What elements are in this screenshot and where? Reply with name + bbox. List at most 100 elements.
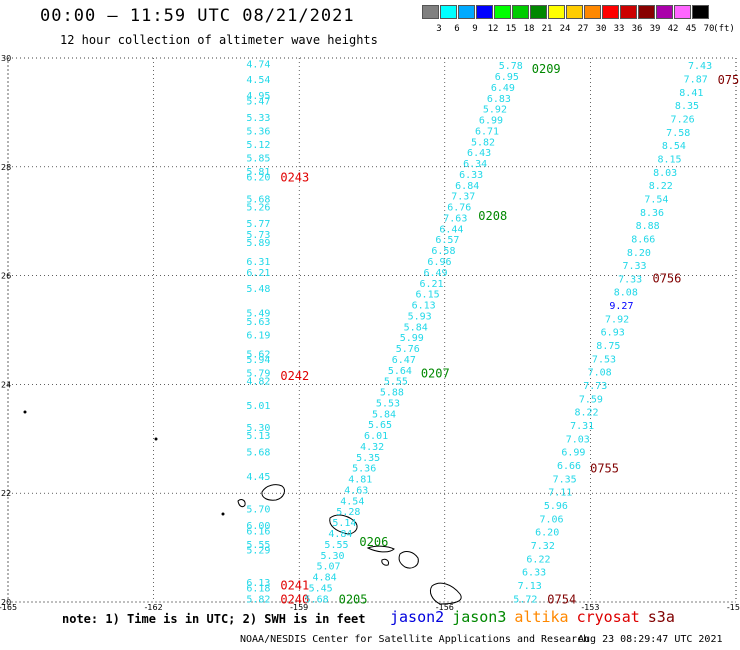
- wave-height-label: 6.33: [522, 568, 546, 579]
- wave-height-label: 9.27: [609, 301, 633, 312]
- legend-swatch-6: [440, 5, 457, 19]
- island-molokai: [366, 545, 395, 553]
- wave-height-label: 5.68: [246, 447, 270, 458]
- wave-height-label: 8.20: [627, 248, 651, 259]
- wave-height-label: 5.30: [320, 551, 344, 562]
- island-dot: [154, 437, 158, 441]
- wave-height-label: 6.49: [423, 268, 447, 279]
- legend-label-39: 39: [649, 24, 661, 34]
- wave-height-label: 5.26: [246, 203, 270, 214]
- legend-label-30: 30: [595, 24, 607, 34]
- credit-line: NOAA/NESDIS Center for Satellite Applica…: [240, 634, 590, 645]
- wave-height-label: 6.83: [487, 94, 511, 105]
- legend-swatch-70: [692, 5, 709, 19]
- wave-height-label: 8.15: [657, 154, 681, 165]
- wave-height-label: 6.96: [427, 257, 451, 268]
- wave-height-label: 6.47: [392, 355, 416, 366]
- wave-height-label: 6.57: [435, 235, 459, 246]
- wave-height-label: 5.45: [309, 583, 333, 594]
- wave-height-label: 5.68: [246, 194, 270, 205]
- wave-height-label: 6.71: [475, 126, 499, 137]
- wave-height-label: 6.16: [246, 526, 270, 537]
- wave-height-label: 4.45: [246, 472, 270, 483]
- wave-height-label: 5.99: [400, 333, 424, 344]
- wave-height-label: 5.07: [316, 562, 340, 573]
- wave-height-label: 8.54: [662, 141, 686, 152]
- wave-height-label: 4.82: [246, 377, 270, 388]
- wave-height-label: 5.93: [408, 311, 432, 322]
- wave-height-label: 5.53: [376, 398, 400, 409]
- wave-height-label: 6.58: [431, 246, 455, 257]
- wave-height-label: 5.30: [246, 423, 270, 434]
- wave-height-label: 5.96: [544, 501, 568, 512]
- legend-swatch-33: [602, 5, 619, 19]
- wave-height-label: 5.47: [246, 97, 270, 108]
- legend-label-9: 9: [472, 24, 478, 34]
- wave-height-label: 8.08: [614, 288, 638, 299]
- wave-height-label: 6.21: [420, 279, 444, 290]
- wave-height-label: 5.49: [246, 309, 270, 320]
- wave-height-label: 4.81: [348, 475, 372, 486]
- wave-height-label: 8.66: [631, 234, 655, 245]
- wave-height-label: 5.55: [324, 540, 348, 551]
- legend-label-70: 70: [703, 24, 715, 34]
- legend-label-42: 42: [667, 24, 679, 34]
- wave-height-label: 5.73: [246, 230, 270, 241]
- wave-height-label: 7.59: [579, 394, 603, 405]
- satellite-jason2: jason2: [390, 608, 445, 626]
- wave-height-label: 6.44: [439, 224, 463, 235]
- wave-height-label: 6.93: [601, 328, 625, 339]
- wave-height-label: 5.36: [352, 464, 376, 475]
- pass-time-label: 0205: [339, 592, 368, 606]
- wave-height-label: 5.64: [388, 366, 412, 377]
- wave-height-label: 5.01: [246, 401, 270, 412]
- lon-tick-label: -156: [436, 603, 454, 612]
- legend-label-18: 18: [523, 24, 535, 34]
- map-title: 00:00 – 11:59 UTC 08/21/2021: [40, 6, 355, 26]
- wave-height-label: 6.21: [246, 268, 270, 279]
- satellite-s3a: s3a: [647, 608, 675, 626]
- wave-height-label: 5.92: [483, 105, 507, 116]
- wave-height-label: 6.22: [526, 554, 550, 565]
- wave-height-label: 6.99: [479, 116, 503, 127]
- legend-swatch-3: [422, 5, 439, 19]
- map-frame: [7, 57, 737, 603]
- wave-height-label: 7.35: [553, 474, 577, 485]
- legend-label-45: 45: [685, 24, 697, 34]
- track-cryosat-s3a-west: 4.74 4.54 4.955.47 5.33 5.36 5.12 5.85 5.816.20…: [246, 60, 309, 607]
- wave-height-label: 5.70: [246, 505, 270, 516]
- wave-height-label: 5.88: [380, 388, 404, 399]
- wave-height-label: 6.49: [491, 83, 515, 94]
- pass-time-label: 0243: [280, 171, 309, 185]
- wave-height-label: 7.33: [618, 274, 642, 285]
- legend-unit: (ft): [713, 24, 735, 34]
- satellite-cryosat: cryosat: [576, 608, 640, 626]
- lon-tick-label: -162: [145, 603, 163, 612]
- legend-swatch-36: [620, 5, 637, 19]
- wave-height-label: 6.34: [463, 159, 487, 170]
- wave-height-label: 4.63: [344, 485, 368, 496]
- wave-height-label: 5.33: [246, 113, 270, 124]
- wave-height-label: 7.43: [688, 61, 712, 72]
- wave-height-label: 4.54: [246, 75, 270, 86]
- wave-height-label: 6.18: [246, 583, 270, 594]
- wave-height-label: 4.54: [340, 496, 364, 507]
- island-kauai: [261, 484, 285, 501]
- wave-height-label: 6.33: [459, 170, 483, 181]
- wave-height-label: 8.22: [574, 408, 598, 419]
- wave-height-label: 5.85: [246, 154, 270, 165]
- wave-height-label: 7.08: [588, 368, 612, 379]
- lon-tick-label: -159: [290, 603, 308, 612]
- legend-swatch-42: [656, 5, 673, 19]
- lat-tick-label: 26: [1, 272, 11, 281]
- wave-height-label: 4.84: [313, 573, 337, 584]
- wave-height-label: 7.31: [570, 421, 594, 432]
- wave-height-label: 4.84: [328, 529, 352, 540]
- pass-time-label: 0756: [652, 271, 681, 285]
- wave-height-label: 6.13: [246, 578, 270, 589]
- wave-height-label: 5.55: [246, 540, 270, 551]
- track-jason3-ascending: 5.685.454.845.075.305.554.845.145.284.54…: [305, 61, 561, 606]
- legend-swatch-15: [494, 5, 511, 19]
- wave-height-label: 5.28: [336, 507, 360, 518]
